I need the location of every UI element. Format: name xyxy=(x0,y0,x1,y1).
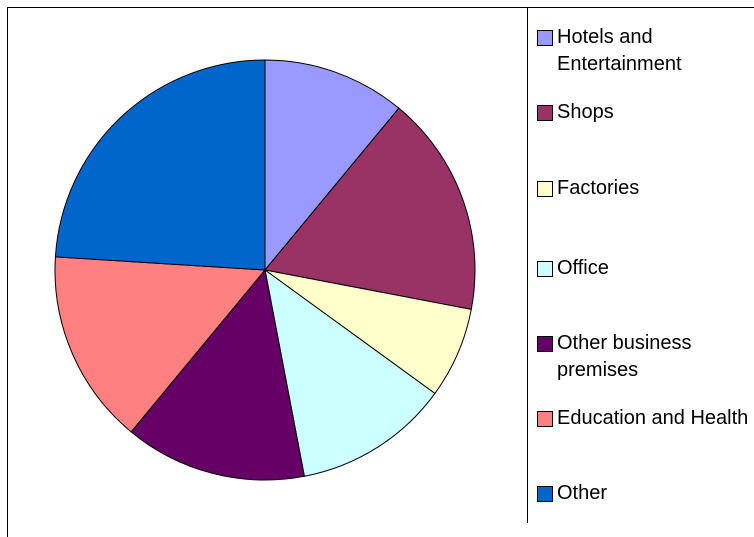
legend-item: Shops xyxy=(537,99,752,126)
chart-frame xyxy=(7,7,754,537)
legend-label: Education and Health xyxy=(557,407,749,429)
pie-slice xyxy=(130,268,305,481)
legend-swatch xyxy=(537,105,553,121)
pie-slice xyxy=(264,107,476,310)
pie-slice xyxy=(54,59,266,271)
pie-area xyxy=(54,59,476,481)
pie-slice xyxy=(264,59,400,272)
legend-swatch xyxy=(537,336,553,352)
legend-swatch xyxy=(537,411,553,427)
legend-swatch xyxy=(537,486,553,502)
legend-swatch xyxy=(537,181,553,197)
legend-label: Other business premises xyxy=(557,332,692,381)
legend-swatch xyxy=(537,30,553,46)
legend-item: Education and Health xyxy=(537,405,752,432)
pie-slice xyxy=(54,256,267,433)
legend-item: Other business premises xyxy=(537,330,752,384)
legend-label: Other xyxy=(557,482,608,504)
chart: Hotels and Entertainment Shops Factories Of… xyxy=(7,7,754,537)
legend-item: Hotels and Entertainment xyxy=(537,24,752,78)
legend-item: Factories xyxy=(537,175,752,202)
legend-divider xyxy=(527,7,528,523)
legend-swatch xyxy=(537,261,553,277)
legend-item: Office xyxy=(537,255,752,282)
legend-label: Factories xyxy=(557,177,640,199)
legend-label: Office xyxy=(557,257,609,279)
pie-slice xyxy=(264,268,436,477)
legend-label: Shops xyxy=(557,101,614,123)
legend-item: Other xyxy=(537,480,752,507)
legend-label: Hotels and Entertainment xyxy=(557,26,682,75)
